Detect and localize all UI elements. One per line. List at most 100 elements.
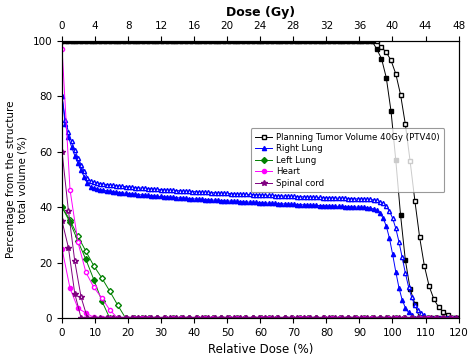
Heart: [202, 316, 208, 320]
Line: Right Lung: Right Lung: [60, 94, 458, 320]
Heart: [91, 315, 97, 320]
Line: Heart: Heart: [60, 247, 454, 320]
X-axis label: Dose (Gy): Dose (Gy): [226, 5, 295, 18]
Left Lung: [163, 316, 168, 320]
Heart: [377, 316, 383, 320]
Right Lung: [161, 194, 167, 199]
Left Lung: [123, 316, 128, 320]
Left Lung: [178, 316, 184, 320]
Left Lung: [290, 316, 295, 320]
Left Lung: [155, 316, 160, 320]
Right Lung: [453, 316, 459, 320]
Heart: [163, 316, 168, 320]
Planning Tumor Volume 40Gy (PTV40): [255, 39, 260, 43]
Heart: [417, 316, 422, 320]
Heart: [266, 316, 272, 320]
Heart: [107, 316, 113, 320]
Heart: [171, 316, 176, 320]
Left Lung: [448, 316, 454, 320]
Right Lung: [399, 298, 405, 302]
Heart: [345, 316, 351, 320]
Heart: [67, 286, 73, 290]
Heart: [218, 316, 224, 320]
Legend: Planning Tumor Volume 40Gy (PTV40), Right Lung, Left Lung, Heart, Spinal cord: Planning Tumor Volume 40Gy (PTV40), Righ…: [251, 129, 444, 192]
Heart: [258, 316, 264, 320]
Left Lung: [361, 316, 367, 320]
Heart: [313, 316, 319, 320]
Left Lung: [186, 316, 192, 320]
Left Lung: [210, 316, 216, 320]
Heart: [75, 306, 81, 311]
Left Lung: [306, 316, 311, 320]
Heart: [250, 316, 255, 320]
Heart: [361, 316, 367, 320]
Left Lung: [377, 316, 383, 320]
Spinal cord: [453, 316, 459, 320]
Right Lung: [431, 316, 437, 320]
Heart: [194, 316, 200, 320]
Left Lung: [59, 205, 65, 209]
Heart: [321, 316, 327, 320]
Heart: [123, 316, 128, 320]
Heart: [234, 316, 240, 320]
Heart: [178, 316, 184, 320]
Heart: [115, 316, 120, 320]
Left Lung: [107, 316, 113, 320]
Planning Tumor Volume 40Gy (PTV40): [83, 39, 89, 43]
Heart: [139, 316, 145, 320]
Heart: [146, 316, 152, 320]
Planning Tumor Volume 40Gy (PTV40): [360, 39, 365, 43]
Heart: [282, 316, 287, 320]
Line: Spinal cord: Spinal cord: [59, 218, 459, 321]
Heart: [369, 316, 375, 320]
Left Lung: [99, 299, 105, 303]
Heart: [155, 316, 160, 320]
Line: Planning Tumor Volume 40Gy (PTV40): Planning Tumor Volume 40Gy (PTV40): [60, 39, 460, 320]
Heart: [83, 311, 89, 315]
Right Lung: [151, 194, 157, 198]
Heart: [409, 316, 415, 320]
Line: Left Lung: Left Lung: [60, 205, 454, 320]
Left Lung: [425, 316, 430, 320]
Heart: [99, 316, 105, 320]
Heart: [131, 316, 137, 320]
Left Lung: [298, 316, 303, 320]
Heart: [425, 316, 430, 320]
Left Lung: [146, 316, 152, 320]
Right Lung: [59, 94, 65, 98]
Left Lung: [131, 316, 137, 320]
Left Lung: [242, 316, 247, 320]
Heart: [385, 316, 391, 320]
Spinal cord: [250, 316, 255, 320]
Right Lung: [412, 316, 418, 320]
Left Lung: [401, 316, 407, 320]
Spinal cord: [78, 316, 84, 320]
Heart: [306, 316, 311, 320]
Left Lung: [274, 316, 280, 320]
Heart: [441, 316, 447, 320]
Y-axis label: Percentage from the structure
total volume (%): Percentage from the structure total volu…: [6, 101, 27, 258]
Left Lung: [266, 316, 272, 320]
Left Lung: [194, 316, 200, 320]
Heart: [337, 316, 343, 320]
Left Lung: [321, 316, 327, 320]
Left Lung: [115, 316, 120, 320]
Spinal cord: [59, 219, 65, 223]
Heart: [448, 316, 454, 320]
Heart: [226, 316, 232, 320]
Left Lung: [282, 316, 287, 320]
Planning Tumor Volume 40Gy (PTV40): [59, 39, 65, 43]
Left Lung: [329, 316, 335, 320]
Spinal cord: [186, 316, 192, 320]
Heart: [353, 316, 359, 320]
Left Lung: [250, 316, 255, 320]
Planning Tumor Volume 40Gy (PTV40): [379, 45, 384, 50]
Heart: [329, 316, 335, 320]
Spinal cord: [173, 316, 179, 320]
Left Lung: [393, 316, 399, 320]
Planning Tumor Volume 40Gy (PTV40): [236, 39, 241, 43]
Planning Tumor Volume 40Gy (PTV40): [450, 316, 456, 320]
Heart: [186, 316, 192, 320]
Left Lung: [218, 316, 224, 320]
Left Lung: [313, 316, 319, 320]
